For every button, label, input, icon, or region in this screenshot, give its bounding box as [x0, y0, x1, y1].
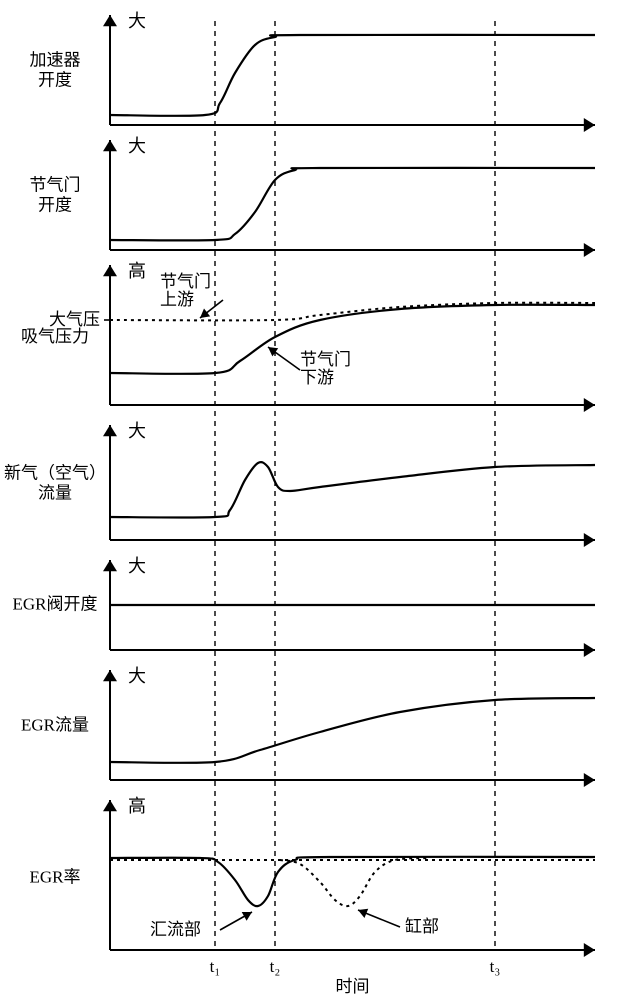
- atm-pressure-label: 大气压: [49, 310, 100, 329]
- upstream-label: 上游: [160, 290, 194, 309]
- y-axis-label: 加速器: [30, 51, 81, 70]
- y-axis-label: EGR流量: [21, 716, 89, 735]
- time-tick-label: t₁: [210, 957, 221, 976]
- diagram-svg: 大加速器开度大节气门开度高吸气压力大气压节气门上游节气门下游大新气（空气）流量大…: [0, 0, 624, 1000]
- signal-curve: [110, 35, 595, 116]
- downstream-label: 下游: [300, 368, 334, 387]
- y-max-label: 大: [128, 11, 146, 31]
- x-axis-label: 时间: [336, 977, 370, 996]
- y-max-label: 大: [128, 136, 146, 156]
- y-axis-label: EGR阀开度: [13, 595, 98, 614]
- y-max-label: 大: [128, 556, 146, 576]
- time-tick-label: t₂: [270, 957, 281, 976]
- merge-label: 汇流部: [150, 920, 201, 939]
- y-axis-label: 吸气压力: [21, 327, 89, 346]
- time-tick-label: t₃: [490, 957, 501, 976]
- y-max-label: 大: [128, 421, 146, 441]
- signal-curve: [110, 462, 595, 517]
- signal-curve: [110, 698, 595, 763]
- y-max-label: 高: [128, 261, 146, 281]
- signal-curve: [110, 857, 595, 906]
- y-axis-label: 流量: [38, 483, 72, 502]
- dotted-curve-2: [280, 858, 430, 906]
- signal-curve: [110, 305, 595, 374]
- y-axis-label: 节气门: [30, 176, 81, 195]
- y-axis-label: 开度: [38, 71, 72, 90]
- y-max-label: 大: [128, 666, 146, 686]
- y-max-label: 高: [128, 796, 146, 816]
- cylinder-label: 缸部: [405, 916, 439, 936]
- y-axis-label: 开度: [38, 196, 72, 215]
- timing-diagram: { "layout": { "width": 624, "height": 10…: [0, 0, 624, 1000]
- y-axis-label: EGR率: [30, 868, 81, 887]
- downstream-label: 节气门: [300, 350, 351, 369]
- signal-curve: [110, 168, 595, 241]
- y-axis-label: 新气（空气）: [4, 463, 106, 482]
- upstream-label: 节气门: [160, 272, 211, 291]
